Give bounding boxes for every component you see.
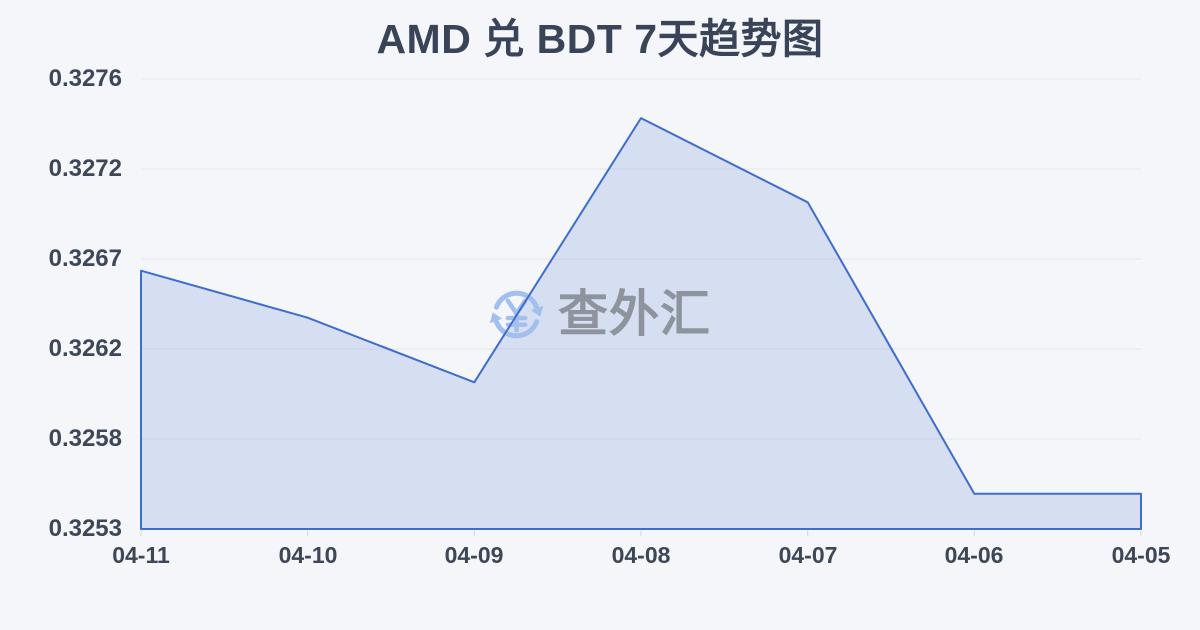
y-axis-label: 0.3253 bbox=[48, 515, 122, 542]
yuan-symbol bbox=[505, 298, 528, 333]
arrowhead-right bbox=[530, 305, 544, 317]
watermark: 查外汇 bbox=[488, 285, 711, 343]
x-axis-label: 04-05 bbox=[1111, 542, 1171, 568]
y-axis-label: 0.3267 bbox=[48, 245, 122, 272]
y-axis-label: 0.3262 bbox=[48, 335, 122, 362]
x-axis-label: 04-06 bbox=[944, 542, 1004, 568]
currency-exchange-yuan-icon bbox=[489, 290, 544, 338]
watermark-text: 查外汇 bbox=[558, 286, 711, 342]
arrowhead-left bbox=[489, 311, 503, 323]
chart-title: AMD 兑 BDT 7天趋势图 bbox=[376, 16, 824, 62]
x-axis-label: 04-11 bbox=[112, 542, 170, 568]
x-axis-label: 04-07 bbox=[778, 542, 838, 568]
y-axis-label: 0.3258 bbox=[48, 425, 122, 452]
top-arc bbox=[493, 290, 540, 310]
x-axis-label: 04-08 bbox=[611, 542, 671, 568]
x-axis-label: 04-09 bbox=[444, 542, 504, 568]
x-axis-label: 04-10 bbox=[278, 542, 338, 568]
y-axis-label: 0.3272 bbox=[48, 155, 122, 182]
y-axis-label: 0.3276 bbox=[48, 65, 122, 92]
